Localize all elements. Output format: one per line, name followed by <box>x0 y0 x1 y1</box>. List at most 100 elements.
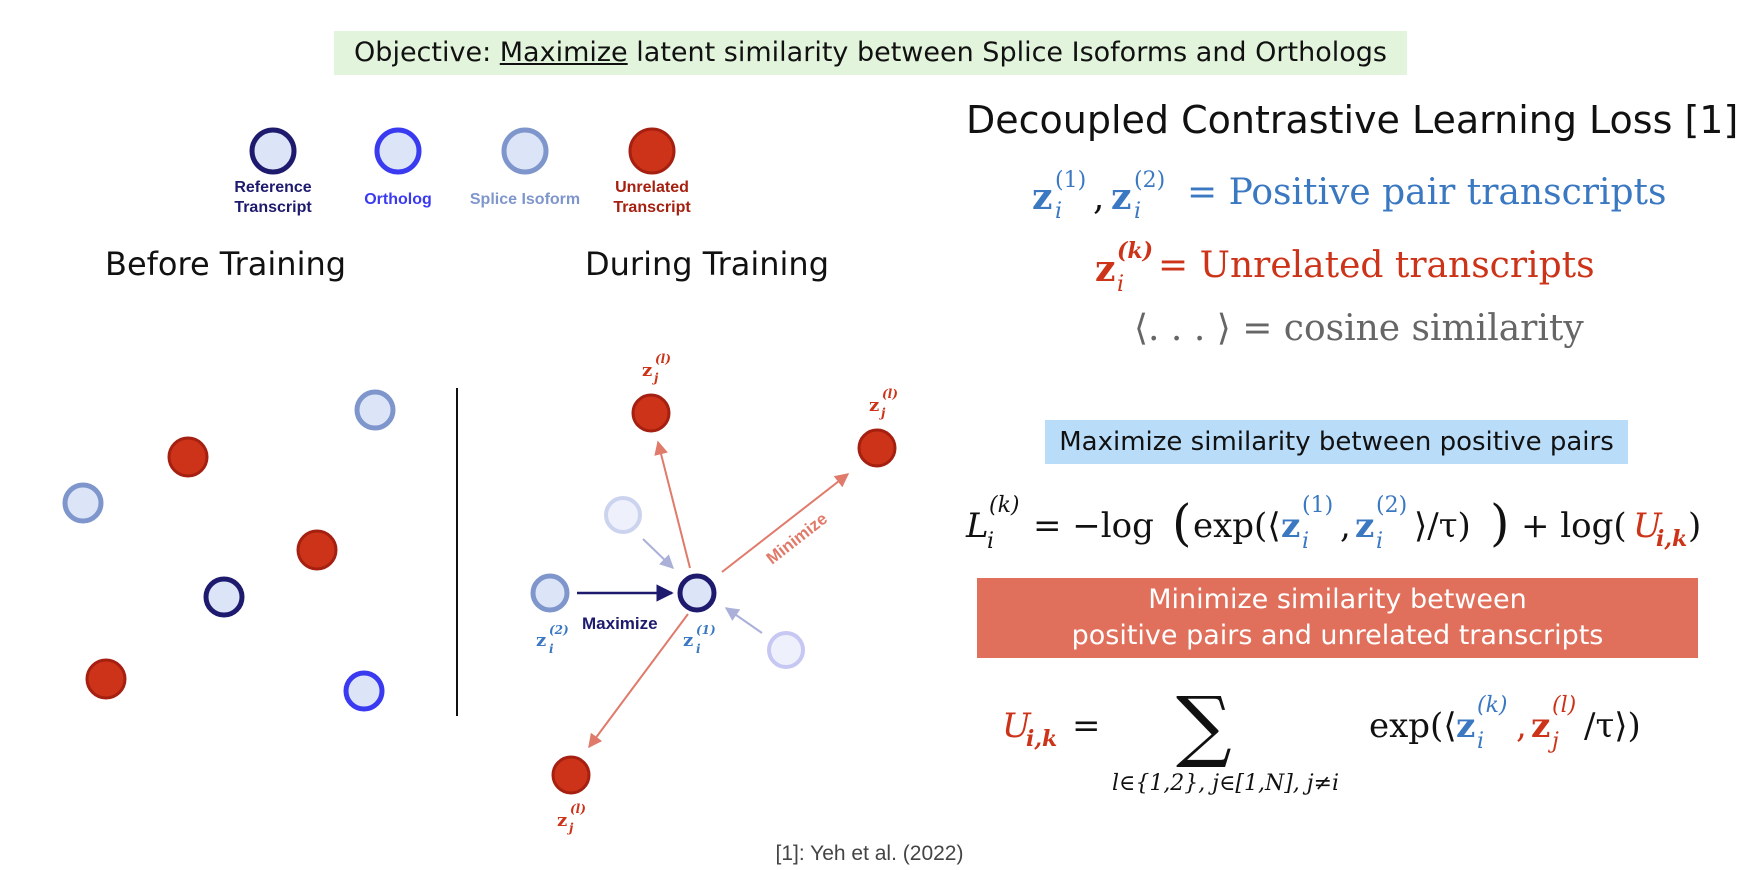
svg-text:(l): (l) <box>1552 693 1576 718</box>
svg-text:i: i <box>987 529 994 554</box>
svg-text:z: z <box>1032 176 1052 218</box>
svg-text:(k): (k) <box>1117 238 1153 264</box>
svg-text:= −log: = −log <box>1033 506 1154 546</box>
u-formula: U i,k = ∑ l∈{1,2}, j∈[1,N], j≠i exp(⟨ z … <box>1002 681 1641 796</box>
svg-text:j: j <box>567 821 574 835</box>
legend-reference-label: Reference Transcript <box>234 179 312 216</box>
minimize-label: Minimize <box>763 509 831 568</box>
during-training-title: During Training <box>585 245 829 283</box>
unrelated-point <box>167 436 209 478</box>
ortholog-point <box>343 670 385 712</box>
before-training-panel <box>62 389 396 712</box>
svg-text:(2): (2) <box>1134 168 1165 193</box>
svg-text:z: z <box>1095 248 1115 290</box>
svg-text:i: i <box>1117 272 1124 297</box>
isoform-point <box>62 482 104 524</box>
legend-unrelated-label: Unrelated Transcript <box>613 179 691 216</box>
z-j-label-top: z (l) j <box>642 352 671 385</box>
svg-text:i: i <box>1055 199 1062 224</box>
svg-text:(1): (1) <box>1302 493 1333 518</box>
svg-text:(l): (l) <box>570 802 586 816</box>
svg-text:i: i <box>1376 529 1383 554</box>
minimize-arrow-right <box>721 473 850 573</box>
svg-text:U: U <box>1002 706 1032 746</box>
svg-text:z: z <box>1111 176 1131 218</box>
minimize-box: Minimize similarity between positive pai… <box>977 578 1698 658</box>
objective-rest: latent similarity between Splice Isoform… <box>627 37 1387 68</box>
svg-text:z: z <box>1281 506 1300 546</box>
svg-text:exp(⟨: exp(⟨ <box>1193 506 1281 546</box>
equation-unrelated: z (k) i <box>1095 238 1153 297</box>
svg-text:/τ⟩): /τ⟩) <box>1584 706 1641 746</box>
svg-text:z: z <box>557 810 567 831</box>
pull-arrow-lower <box>724 607 763 634</box>
legend-isoform-label: Splice Isoform <box>469 191 581 208</box>
svg-text:i: i <box>549 642 554 656</box>
legend-ortholog-marker <box>374 127 422 175</box>
svg-text:l∈{1,2}, j∈[1,N], j≠i: l∈{1,2}, j∈[1,N], j≠i <box>1112 771 1339 796</box>
svg-text:(l): (l) <box>655 352 671 366</box>
svg-text:j: j <box>879 406 886 420</box>
unrelated-point <box>85 658 127 700</box>
svg-text:(k): (k) <box>1477 693 1508 718</box>
maximize-label: Maximize <box>582 614 658 633</box>
legend-ortholog-label: Ortholog <box>364 191 432 208</box>
maximize-box: Maximize similarity between positive pai… <box>1045 420 1628 464</box>
svg-text:z: z <box>869 395 879 416</box>
loss-formula: L (k) i = −log ( exp(⟨ z (1) i , z (2) i… <box>965 493 1701 554</box>
minimize-arrow-down <box>588 613 689 749</box>
svg-text:(: ( <box>1172 494 1192 552</box>
svg-text:U: U <box>1633 506 1663 546</box>
positive-pair-text: = Positive pair transcripts <box>1187 172 1667 213</box>
unrelated-point-right <box>857 428 897 468</box>
svg-text:(1): (1) <box>696 623 716 637</box>
svg-text:,: , <box>1516 706 1527 746</box>
svg-text:L: L <box>965 506 989 546</box>
svg-text:,: , <box>1340 506 1351 546</box>
svg-text:+ log(: + log( <box>1521 506 1627 546</box>
svg-text:,: , <box>1093 177 1104 218</box>
z-j-label-bottom: z (l) j <box>557 802 586 835</box>
svg-text:i: i <box>696 642 701 656</box>
reference-point <box>203 576 245 618</box>
unrelated-text: = Unrelated transcripts <box>1158 245 1595 286</box>
svg-text:⟩/τ): ⟩/τ) <box>1414 506 1471 546</box>
svg-text:∑: ∑ <box>1176 681 1232 771</box>
svg-text:z: z <box>642 360 652 381</box>
equation-positive-pair: z (1) i , z (2) i <box>1032 168 1165 224</box>
svg-text:): ) <box>1688 506 1701 546</box>
legend <box>249 127 676 175</box>
unrelated-point-bottom <box>551 755 591 795</box>
svg-text:i: i <box>1302 529 1309 554</box>
unrelated-point <box>296 529 338 571</box>
reference-point-z1 <box>677 573 717 613</box>
svg-text:i,k: i,k <box>1656 526 1687 552</box>
svg-text:i,k: i,k <box>1026 726 1057 752</box>
z-j-label-right: z (l) j <box>869 387 898 420</box>
faded-ortholog-point <box>767 631 805 669</box>
loss-title: Decoupled Contrastive Learning Loss [1] <box>966 98 1739 142</box>
svg-text:(1): (1) <box>1055 168 1086 193</box>
objective-prefix: Objective: <box>354 37 500 68</box>
during-training-panel: Minimize Maximize z (l) j z (l) j z (l) … <box>530 352 898 835</box>
svg-text:z: z <box>1355 506 1374 546</box>
isoform-point-z2 <box>530 573 570 613</box>
pull-arrow-upper <box>642 538 675 569</box>
svg-text:z: z <box>536 630 546 651</box>
before-training-title: Before Training <box>105 245 347 283</box>
svg-text:(2): (2) <box>1376 493 1407 518</box>
citation: [1]: Yeh et al. (2022) <box>775 842 964 865</box>
z-i2-label: z (2) i <box>536 623 569 656</box>
svg-text:exp(⟨: exp(⟨ <box>1369 706 1457 746</box>
unrelated-point-top <box>631 393 671 433</box>
svg-text:i: i <box>1477 729 1484 754</box>
svg-text:i: i <box>1134 199 1141 224</box>
svg-text:z: z <box>1456 706 1475 746</box>
minimize-arrow-up <box>654 440 691 569</box>
svg-text:z: z <box>683 630 693 651</box>
z-i1-label: z (1) i <box>683 623 716 656</box>
legend-reference-marker <box>249 127 297 175</box>
legend-isoform-marker <box>501 127 549 175</box>
svg-text:j: j <box>652 371 659 385</box>
